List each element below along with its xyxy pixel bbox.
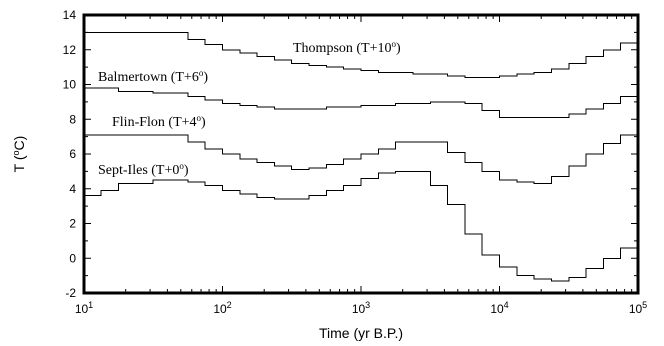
annotation-degree: o xyxy=(197,113,202,123)
x-tick-label: 105 xyxy=(629,300,647,316)
y-tick-label: 8 xyxy=(69,112,76,126)
x-tick-exponent: 4 xyxy=(504,300,509,310)
annotation-text: Sept-Iles (T+0 xyxy=(98,163,179,178)
y-axis-title-pre: T ( xyxy=(11,155,27,172)
y-axis-title-post: C) xyxy=(11,136,27,151)
y-tick-label: 12 xyxy=(63,43,77,57)
x-tick-base: 10 xyxy=(490,302,504,316)
annotation-text: Flin-Flon (T+4 xyxy=(112,115,197,130)
annotation-close: ) xyxy=(201,115,206,130)
x-tick-label: 104 xyxy=(490,300,508,316)
series-line-4 xyxy=(84,170,638,282)
annotation-degree: o xyxy=(392,39,397,49)
plot-frame xyxy=(82,13,640,295)
series-annotation: Balmertown (T+6o) xyxy=(98,68,208,85)
x-axis-title: Time (yr B.P.) xyxy=(319,325,403,341)
y-tick-label: 0 xyxy=(69,251,76,265)
x-tick-exponent: 2 xyxy=(227,300,232,310)
annotation-degree: o xyxy=(199,68,204,78)
series-annotation: Thompson (T+10o) xyxy=(293,39,401,56)
series-annotation: Flin-Flon (T+4o) xyxy=(112,113,206,130)
x-tick-base: 10 xyxy=(75,302,89,316)
y-tick-label: 6 xyxy=(69,147,76,161)
x-tick-base: 10 xyxy=(629,302,643,316)
y-axis-title: T (oC) xyxy=(11,136,27,173)
series-annotation: Sept-Iles (T+0o) xyxy=(98,161,189,178)
series-line-2 xyxy=(84,87,638,118)
x-tick-label: 103 xyxy=(352,300,370,316)
x-tick-exponent: 1 xyxy=(88,300,93,310)
y-tick-label: 14 xyxy=(63,8,77,22)
annotation-text: Balmertown (T+6 xyxy=(98,70,199,85)
annotation-text: Thompson (T+10 xyxy=(293,41,392,56)
series-line-1 xyxy=(84,31,638,78)
y-tick-label: 4 xyxy=(69,182,76,196)
x-tick-exponent: 5 xyxy=(642,300,647,310)
y-tick-label: 2 xyxy=(69,217,76,231)
x-tick-label: 102 xyxy=(213,300,231,316)
x-tick-labels: 101 102 103 104 105 xyxy=(75,300,647,316)
series-group xyxy=(84,31,639,282)
y-tick-labels: -2 0 2 4 6 8 10 12 14 xyxy=(63,8,77,300)
x-tick-label: 101 xyxy=(75,300,93,316)
x-tick-exponent: 3 xyxy=(365,300,370,310)
y-axis-title-sup: o xyxy=(11,150,21,155)
x-tick-base: 10 xyxy=(213,302,227,316)
series-annotations: Thompson (T+10o)Balmertown (T+6o)Flin-Fl… xyxy=(98,39,401,178)
y-tick-label: 10 xyxy=(63,78,77,92)
annotation-degree: o xyxy=(179,161,184,171)
annotation-close: ) xyxy=(184,163,189,178)
x-tick-base: 10 xyxy=(352,302,366,316)
annotation-close: ) xyxy=(203,70,208,85)
y-tick-label: -2 xyxy=(65,286,76,300)
series-line-3 xyxy=(84,129,639,184)
annotation-close: ) xyxy=(396,41,401,56)
